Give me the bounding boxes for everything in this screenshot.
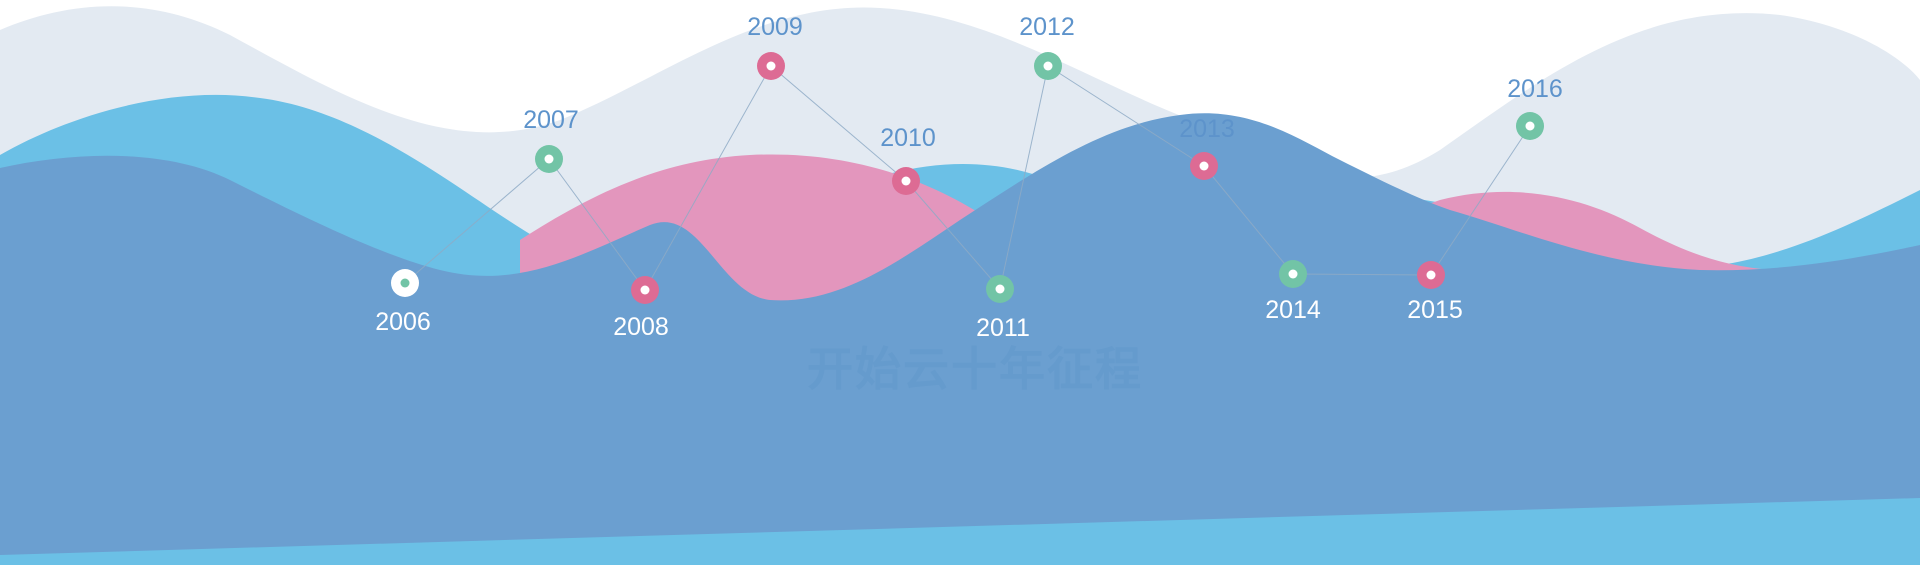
timeline-node-2007[interactable] xyxy=(535,145,563,173)
year-labels: 2006 2007 2008 2009 2010 2011 2012 2013 2014 2015… xyxy=(375,13,1563,342)
year-label-2009: 2009 xyxy=(747,13,803,41)
year-label-2011: 2011 xyxy=(976,314,1030,342)
timeline-node-2014[interactable] xyxy=(1279,260,1307,288)
connector-line xyxy=(404,158,550,284)
node-dot xyxy=(1199,161,1209,171)
bottom-band xyxy=(0,498,1920,565)
year-label-2014: 2014 xyxy=(1265,296,1321,324)
node-dot xyxy=(995,284,1005,294)
watermark-text: 开始云十年征程 xyxy=(807,342,1143,396)
timeline-node-2008[interactable] xyxy=(631,276,659,304)
year-nodes xyxy=(391,52,1544,304)
connector-line xyxy=(1203,165,1294,275)
timeline-node-2015[interactable] xyxy=(1417,261,1445,289)
connector-line xyxy=(1292,273,1432,276)
year-label-2010: 2010 xyxy=(880,124,936,152)
year-label-2016: 2016 xyxy=(1507,75,1563,103)
year-label-2006: 2006 xyxy=(375,308,431,336)
node-dot xyxy=(1525,121,1535,131)
node-dot xyxy=(400,278,410,288)
connector-lines xyxy=(404,65,1531,291)
node-dot xyxy=(1288,269,1298,279)
node-dot xyxy=(1426,270,1436,280)
connector-line xyxy=(905,180,1001,290)
timeline-node-2013[interactable] xyxy=(1190,152,1218,180)
connector-line xyxy=(548,158,646,291)
timeline-node-2016[interactable] xyxy=(1516,112,1544,140)
connector-line xyxy=(1047,65,1205,167)
year-label-2013: 2013 xyxy=(1179,115,1235,143)
node-dot xyxy=(901,176,911,186)
node-dot xyxy=(544,154,554,164)
year-label-2012: 2012 xyxy=(1019,13,1075,41)
connector-line xyxy=(999,65,1049,290)
timeline-node-2010[interactable] xyxy=(892,167,920,195)
timeline-node-2006[interactable] xyxy=(391,269,419,297)
timeline-node-2011[interactable] xyxy=(986,275,1014,303)
year-label-2015: 2015 xyxy=(1407,296,1463,324)
year-label-2007: 2007 xyxy=(523,106,579,134)
steel-blue-wave xyxy=(0,113,1920,565)
timeline-node-2012[interactable] xyxy=(1034,52,1062,80)
node-dot xyxy=(766,61,776,71)
connector-line xyxy=(770,65,907,182)
connector-line xyxy=(644,65,772,291)
timeline-node-2009[interactable] xyxy=(757,52,785,80)
connector-line xyxy=(1430,125,1531,276)
node-dot xyxy=(1043,61,1053,71)
year-label-2008: 2008 xyxy=(613,313,669,341)
node-dot xyxy=(640,285,650,295)
